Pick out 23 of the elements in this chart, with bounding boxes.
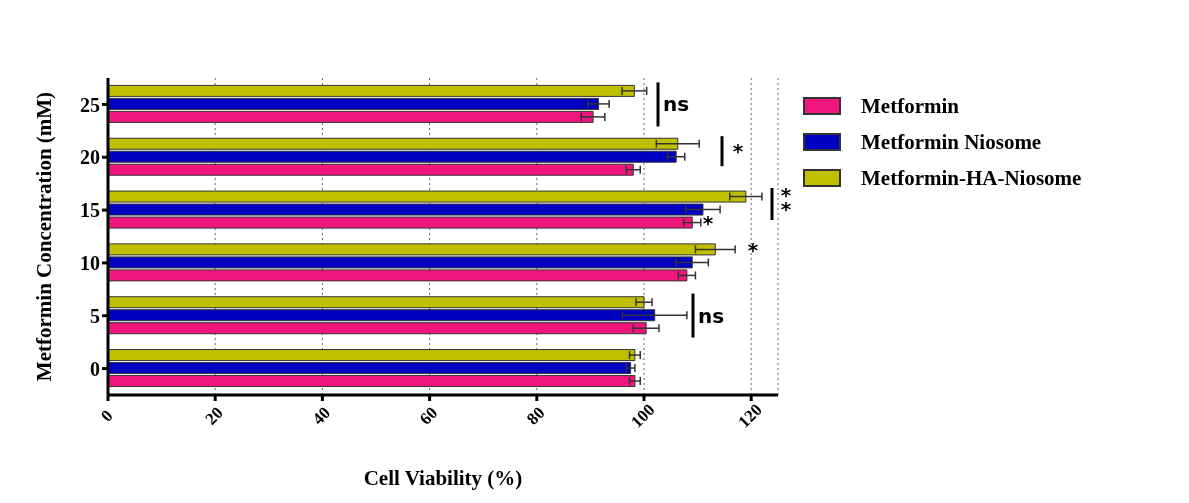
y-axis-title: Metformin Concentration (mM)	[32, 91, 57, 382]
x-tick-label: 40	[308, 403, 335, 429]
y-tick-label: 15	[80, 199, 100, 222]
annotation: *	[747, 237, 759, 262]
y-tick-label: 20	[80, 146, 100, 169]
annotation: *	[732, 139, 744, 164]
text: **	[780, 183, 792, 221]
x-axis-title: Cell Viability (%)	[363, 466, 523, 490]
x-tick-label: 60	[415, 403, 442, 429]
y-tick-label: 10	[80, 252, 100, 275]
y-tick-label: 25	[80, 93, 100, 116]
annotation: ns	[662, 92, 690, 117]
legend-label: Metformin-HA-Niosome	[861, 165, 1082, 191]
legend-label: Metformin Niosome	[861, 129, 1042, 155]
x-tick-label: 20	[201, 403, 227, 429]
annotation: *	[702, 211, 714, 235]
x-tick-label: 120	[734, 400, 766, 432]
x-tick-label: 80	[523, 403, 549, 429]
annotation: ns	[697, 303, 725, 328]
y-tick-label: 5	[90, 304, 100, 327]
x-tick-label: 100	[627, 400, 659, 432]
legend-label: Metformin	[861, 93, 959, 119]
y-tick-label: 0	[90, 357, 100, 380]
